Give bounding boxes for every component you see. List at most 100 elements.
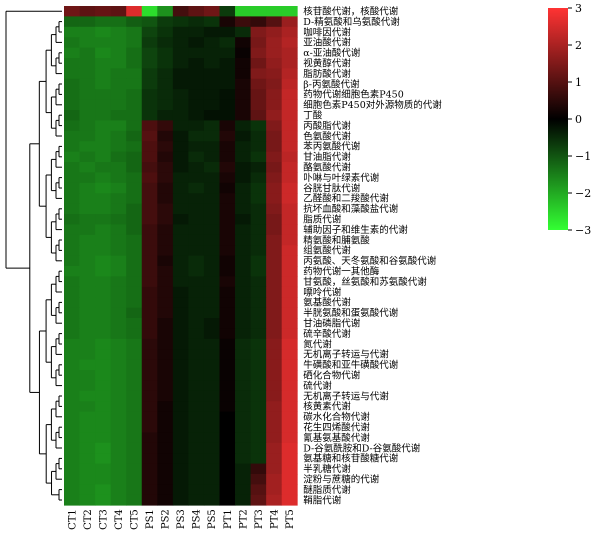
heatmap-cell [172, 68, 189, 80]
heatmap-cell [188, 318, 205, 329]
heatmap-cell [203, 318, 220, 329]
heatmap-cell [79, 297, 96, 308]
row-label: 组氨酸代谢 [303, 245, 351, 257]
heatmap-cell [79, 203, 96, 215]
heatmap-cell [219, 26, 236, 38]
heatmap-cell [203, 193, 220, 204]
heatmap-cell [188, 494, 205, 506]
heatmap-cell [79, 318, 96, 329]
heatmap-cell [266, 141, 283, 152]
heatmap-cell [95, 411, 112, 423]
heatmap-cell [79, 26, 96, 38]
row-label: 精氨酸和脯氨酸 [303, 234, 370, 246]
heatmap-cell [95, 78, 112, 90]
heatmap-cell [141, 307, 158, 319]
heatmap-cell [219, 193, 236, 204]
heatmap-cell [188, 110, 205, 121]
heatmap-cell [172, 453, 189, 464]
heatmap-cell [219, 162, 236, 173]
row-label: 硫代谢 [303, 380, 332, 392]
heatmap-cell [110, 172, 127, 184]
heatmap-cell [110, 245, 127, 256]
heatmap-cell [64, 182, 80, 194]
heatmap-cell [95, 297, 112, 308]
heatmap-cell [250, 193, 267, 204]
heatmap-cell [79, 432, 96, 444]
heatmap-cell [141, 276, 158, 288]
heatmap-cell [126, 494, 143, 506]
heatmap-cell [157, 286, 174, 298]
heatmap-cell [126, 370, 143, 381]
heatmap-cell [110, 380, 127, 392]
heatmap-cell [250, 349, 267, 360]
heatmap-cell [64, 16, 80, 28]
heatmap-cell [110, 6, 127, 17]
heatmap-cell [219, 203, 236, 215]
heatmap-cell [235, 276, 251, 288]
heatmap-cell [250, 120, 267, 132]
heatmap-cell [126, 297, 143, 308]
heatmap-cell [250, 172, 267, 184]
heatmap-cell [110, 328, 127, 340]
heatmap-cell [64, 130, 80, 142]
heatmap-cell [95, 182, 112, 194]
heatmap-cell [126, 16, 143, 28]
heatmap-cell [203, 203, 220, 215]
heatmap-cell [235, 110, 251, 121]
heatmap-cell [250, 390, 267, 402]
heatmap-cell [266, 37, 283, 48]
heatmap-cell [141, 130, 158, 142]
heatmap-cell [281, 432, 298, 444]
heatmap-cell [266, 422, 283, 433]
heatmap-cell [157, 172, 174, 184]
heatmap-cell [250, 484, 267, 496]
heatmap-cell [141, 162, 158, 173]
heatmap-cell [266, 318, 283, 329]
heatmap-cell [64, 6, 80, 17]
heatmap-cell [141, 390, 158, 402]
heatmap-cell [141, 349, 158, 360]
heatmap-cell [126, 245, 143, 256]
heatmap-cell [203, 26, 220, 38]
heatmap-cell [172, 359, 189, 371]
heatmap-cell [95, 286, 112, 298]
heatmap-cell [219, 318, 236, 329]
heatmap-cell [266, 338, 283, 350]
heatmap-cell [250, 255, 267, 267]
heatmap-cell [235, 37, 251, 48]
heatmap-cell [110, 390, 127, 402]
heatmap-cell [203, 307, 220, 319]
heatmap-cell [110, 89, 127, 100]
row-label: 半胱氨酸和蛋氨酸代谢 [303, 307, 399, 319]
heatmap-cell [110, 318, 127, 329]
heatmap-cell [110, 234, 127, 246]
heatmap-cell [110, 411, 127, 423]
heatmap-cell [95, 442, 112, 454]
heatmap-cell [266, 151, 283, 163]
heatmap-cell [235, 474, 251, 485]
row-label: α-亚油酸代谢 [303, 47, 361, 59]
heatmap-cell [281, 224, 298, 236]
heatmap-cell [157, 78, 174, 90]
heatmap-cell [157, 370, 174, 381]
heatmap-cell [281, 338, 298, 350]
heatmap-cell [250, 297, 267, 308]
heatmap-cell [266, 266, 283, 277]
heatmap-cell [203, 16, 220, 28]
heatmap-cell [235, 411, 251, 423]
heatmap-cell [235, 214, 251, 225]
heatmap-cell [250, 401, 267, 412]
heatmap-cell [266, 172, 283, 184]
heatmap-cell [235, 453, 251, 464]
heatmap-cell [281, 78, 298, 90]
heatmap-cell [172, 130, 189, 142]
heatmap-cell [95, 349, 112, 360]
heatmap-cell [126, 463, 143, 475]
heatmap-cell [188, 16, 205, 28]
heatmap-cell [172, 162, 189, 173]
heatmap-cell [219, 390, 236, 402]
heatmap-cell [266, 193, 283, 204]
heatmap-cell [110, 78, 127, 90]
heatmap-cell [219, 37, 236, 48]
heatmap-cell [266, 89, 283, 100]
